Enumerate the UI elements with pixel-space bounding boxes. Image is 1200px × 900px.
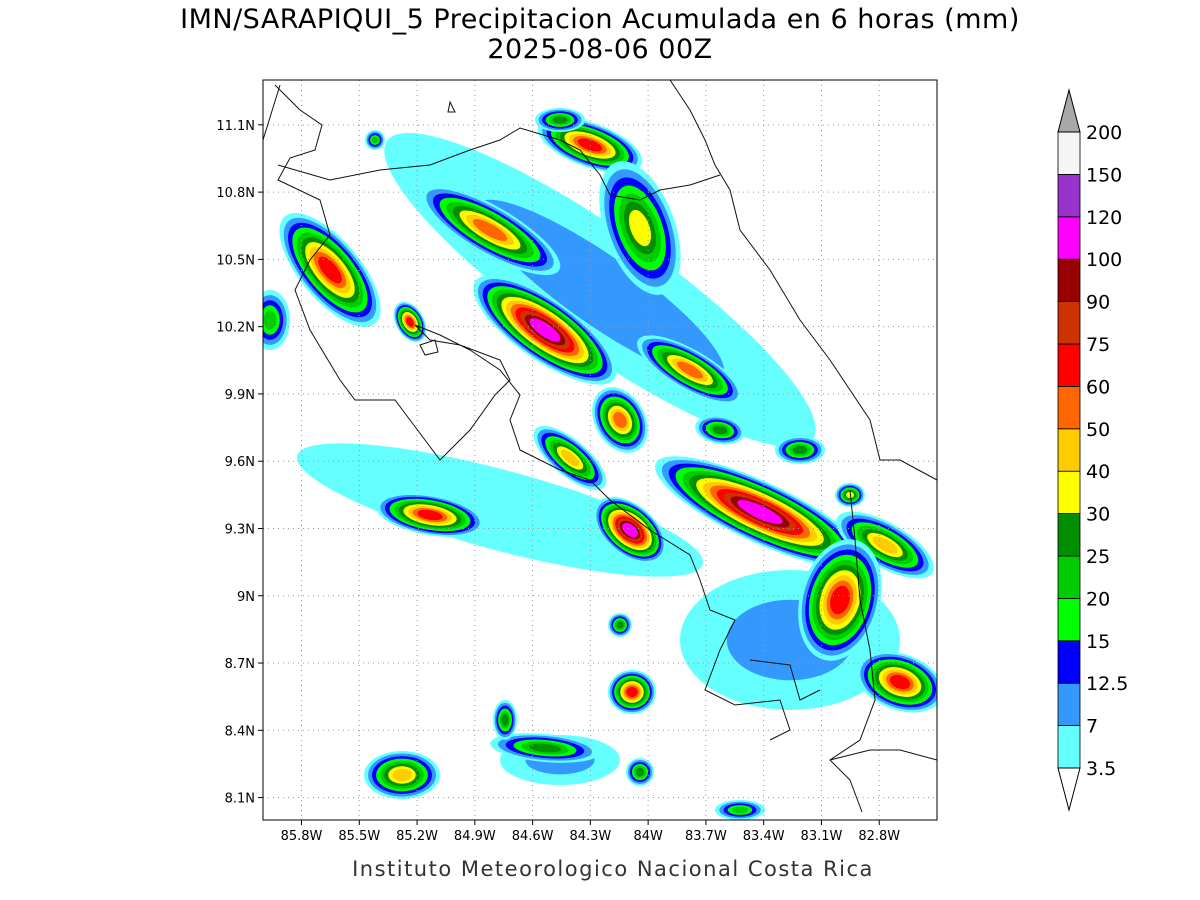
lon-tick-label: 84.6W bbox=[512, 829, 554, 844]
rain-area bbox=[296, 443, 704, 577]
rain-layer bbox=[263, 108, 937, 820]
rain-area bbox=[635, 767, 645, 777]
rain-area bbox=[677, 361, 703, 379]
rain-area bbox=[371, 136, 379, 144]
rain-area bbox=[616, 621, 624, 629]
colorbar-label: 30 bbox=[1086, 504, 1110, 526]
rain-area bbox=[552, 116, 568, 124]
colorbar-box bbox=[1057, 513, 1081, 557]
lon-tick-label: 85.5W bbox=[338, 829, 380, 844]
lon-tick-label: 83.4W bbox=[743, 829, 785, 844]
colorbar-box bbox=[1057, 725, 1081, 769]
colorbar-label: 50 bbox=[1086, 419, 1110, 441]
rain-area bbox=[318, 256, 342, 284]
lon-tick-label: 85.8W bbox=[281, 829, 323, 844]
rain-area bbox=[392, 768, 412, 782]
lon-tick-label: 84.9W bbox=[454, 829, 496, 844]
island bbox=[419, 100, 456, 356]
border bbox=[749, 489, 937, 813]
colorbar: 3.5 7 12.5 15 20 25 30 40 50 60 75 90 100 120 150 200 bbox=[1057, 88, 1128, 812]
colorbar-label: 12.5 bbox=[1086, 673, 1128, 695]
grid: 11.1N 10.8N 10.5N 10.2N 9.9N 9.6N 9.3N 9N 8.7N 8.… bbox=[216, 80, 937, 844]
rain-area bbox=[406, 317, 414, 327]
colorbar-box bbox=[1057, 173, 1081, 218]
lat-tick-label: 10.2N bbox=[216, 321, 255, 336]
colorbar-label: 15 bbox=[1086, 631, 1110, 653]
colorbar-label: 25 bbox=[1086, 546, 1110, 568]
border bbox=[277, 127, 721, 201]
lat-tick-label: 9.3N bbox=[225, 522, 255, 537]
lon-tick-label: 83.7W bbox=[685, 829, 727, 844]
colorbar-label: 90 bbox=[1086, 292, 1110, 314]
map-footer: Instituto Meteorologico Nacional Costa R… bbox=[352, 857, 874, 881]
colorbar-box bbox=[1057, 301, 1081, 345]
lat-tick-label: 11.1N bbox=[216, 119, 255, 134]
rain-area bbox=[622, 522, 638, 538]
colorbar-box bbox=[1057, 640, 1081, 684]
coastlines bbox=[263, 80, 937, 813]
rain-area bbox=[626, 686, 638, 698]
colorbar-box bbox=[1057, 131, 1081, 175]
lon-tick-label: 84W bbox=[633, 829, 663, 844]
lat-tick-label: 8.7N bbox=[225, 657, 255, 672]
rain-area bbox=[263, 310, 277, 330]
colorbar-box bbox=[1057, 258, 1081, 303]
lon-tick-label: 82.8W bbox=[858, 829, 900, 844]
rain-area bbox=[529, 318, 561, 342]
colorbar-over bbox=[1057, 88, 1081, 133]
colorbar-label: 3.5 bbox=[1086, 758, 1116, 780]
lon-tick-label: 83.1W bbox=[801, 829, 843, 844]
colorbar-box bbox=[1057, 428, 1081, 472]
coastline bbox=[263, 84, 791, 741]
lon-tick-label: 84.3W bbox=[569, 829, 611, 844]
lat-tick-label: 8.1N bbox=[225, 792, 255, 807]
colorbar-box bbox=[1057, 555, 1081, 599]
colorbar-box bbox=[1057, 216, 1081, 260]
colorbar-label: 75 bbox=[1086, 334, 1110, 356]
rain-area bbox=[560, 449, 580, 467]
colorbar-box bbox=[1057, 470, 1081, 515]
lat-tick-label: 9.9N bbox=[225, 388, 255, 403]
colorbar-label: 40 bbox=[1086, 461, 1110, 483]
lon-tick-label: 85.2W bbox=[396, 829, 438, 844]
rain-area bbox=[501, 714, 509, 726]
plot-frame bbox=[262, 79, 938, 821]
rain-area bbox=[737, 500, 783, 524]
rain-area bbox=[529, 743, 561, 753]
map-subtitle: 2025-08-06 00Z bbox=[487, 34, 712, 65]
lat-tick-label: 10.8N bbox=[216, 186, 255, 201]
colorbar-label: 100 bbox=[1086, 249, 1122, 271]
rain-area bbox=[830, 585, 850, 615]
colorbar-label: 20 bbox=[1086, 588, 1110, 610]
rain-area bbox=[712, 425, 728, 435]
rain-area bbox=[628, 209, 652, 247]
rain-area bbox=[732, 806, 748, 814]
colorbar-label: 200 bbox=[1086, 122, 1122, 144]
colorbar-label: 120 bbox=[1086, 207, 1122, 229]
lat-tick-label: 9.6N bbox=[225, 455, 255, 470]
colorbar-label: 150 bbox=[1086, 164, 1122, 186]
rain-area bbox=[613, 411, 627, 429]
coastline bbox=[669, 80, 937, 481]
rain-area bbox=[472, 218, 508, 242]
colorbar-box bbox=[1057, 598, 1081, 642]
rain-area bbox=[889, 674, 911, 690]
colorbar-box bbox=[1057, 682, 1081, 727]
colorbar-label: 60 bbox=[1086, 376, 1110, 398]
lat-tick-label: 9N bbox=[237, 590, 255, 605]
map-title: IMN/SARAPIQUI_5 Precipitacion Acumulada … bbox=[180, 4, 1020, 35]
lat-tick-label: 8.4N bbox=[225, 724, 255, 739]
colorbar-under bbox=[1057, 767, 1081, 812]
colorbar-label: 7 bbox=[1086, 716, 1098, 738]
lat-tick-label: 10.5N bbox=[216, 253, 255, 268]
colorbar-box bbox=[1057, 343, 1081, 387]
rain-area bbox=[417, 509, 443, 521]
colorbar-box bbox=[1057, 385, 1081, 430]
rain-area bbox=[792, 445, 808, 455]
